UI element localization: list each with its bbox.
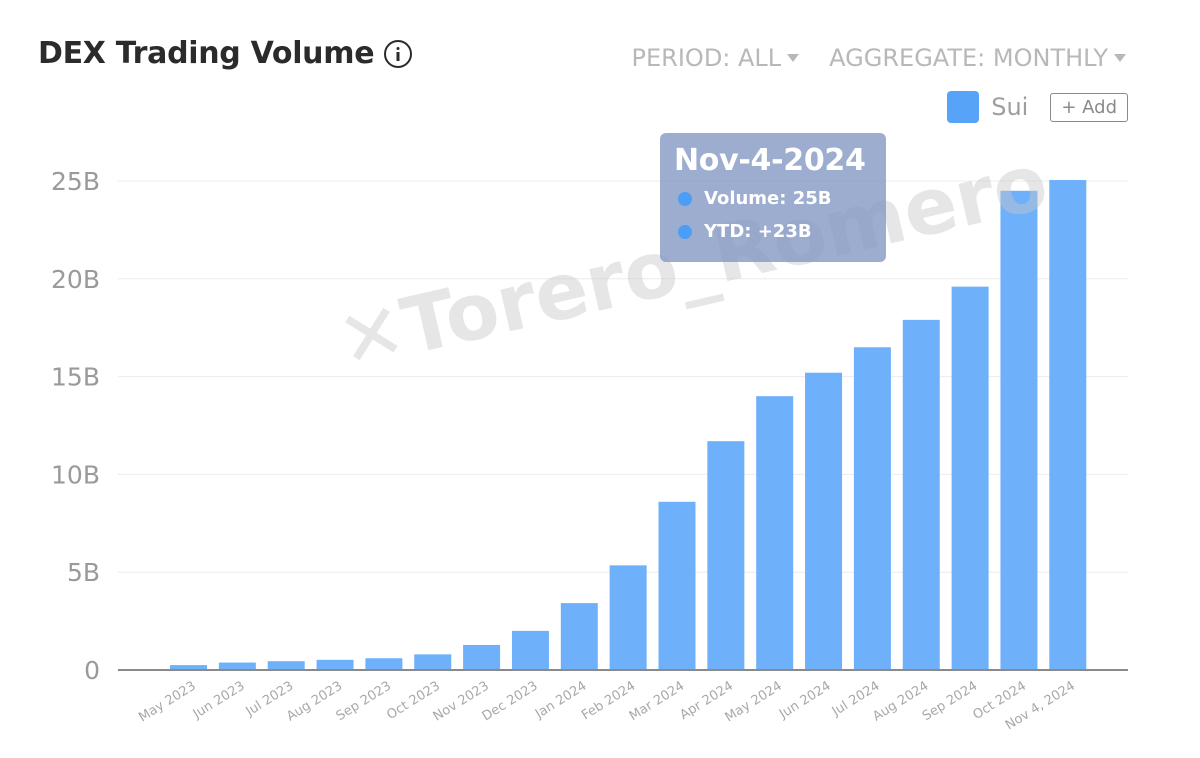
x-tick-label: Sep 2023 [334, 679, 394, 724]
y-tick-label: 25B [51, 167, 100, 196]
x-tick-label: Aug 2023 [284, 679, 345, 725]
x-tick-label: Aug 2024 [870, 679, 931, 725]
bar[interactable] [511, 630, 549, 670]
bar[interactable] [267, 661, 305, 670]
bar[interactable] [218, 662, 256, 670]
legend-swatch[interactable] [947, 91, 980, 123]
period-label: PERIOD: ALL [631, 44, 782, 72]
y-tick-label: 20B [51, 265, 100, 294]
x-tick-label: Jun 2023 [190, 679, 248, 723]
bar-series [170, 180, 1087, 670]
info-circle-icon[interactable] [384, 39, 413, 68]
tooltip-volume-row: Volume: 25B [674, 188, 872, 209]
x-tick-label: May 2023 [136, 679, 198, 726]
bar[interactable] [707, 441, 745, 670]
y-tick-label: 5B [67, 558, 100, 587]
bar[interactable] [1000, 190, 1038, 670]
bar[interactable] [560, 603, 598, 670]
y-tick-label: 15B [51, 363, 100, 392]
y-tick-label: 0 [84, 656, 100, 685]
tooltip-volume: Volume: 25B [704, 188, 832, 209]
bar[interactable] [853, 347, 891, 670]
tooltip-date: Nov-4-2024 [674, 143, 866, 178]
caret-down-icon [787, 54, 800, 62]
tooltip-dot-icon [678, 191, 692, 206]
x-tick-label: Dec 2023 [480, 679, 541, 725]
x-tick-label: Jun 2024 [776, 679, 834, 723]
bar[interactable] [902, 319, 940, 670]
bar[interactable] [365, 658, 403, 670]
chart-header: DEX Trading Volume [38, 36, 413, 71]
tooltip-ytd-row: YTD: +23B [674, 221, 872, 242]
chart-legend: Sui + Add [947, 91, 1128, 123]
caret-down-icon [1114, 54, 1126, 62]
chart-tooltip: Nov-4-2024 Volume: 25B YTD: +23B [660, 133, 886, 262]
x-tick-label: Sep 2024 [920, 679, 980, 724]
chart-title: DEX Trading Volume [38, 36, 375, 71]
period-dropdown[interactable]: PERIOD: ALL [632, 44, 800, 72]
x-tick-label: Mar 2024 [627, 679, 687, 724]
aggregate-label: AGGREGATE: MONTHLY [829, 44, 1108, 72]
bar[interactable] [951, 286, 989, 670]
add-series-button[interactable]: + Add [1050, 92, 1128, 122]
bar[interactable] [170, 665, 207, 670]
bar[interactable] [316, 659, 354, 670]
chart-controls: PERIOD: ALL AGGREGATE: MONTHLY [632, 44, 1126, 72]
bar[interactable] [1049, 180, 1087, 670]
bar[interactable] [414, 654, 452, 670]
bar[interactable] [463, 644, 501, 670]
tooltip-dot-icon [678, 224, 692, 239]
tooltip-ytd: YTD: +23B [704, 221, 812, 242]
y-axis-ticks: 0 5B 10B 15B 20B 25B [51, 167, 100, 685]
x-tick-label: Jan 2024 [532, 679, 589, 723]
aggregate-dropdown[interactable]: AGGREGATE: MONTHLY [829, 44, 1126, 72]
bar[interactable] [756, 396, 794, 670]
bar[interactable] [658, 501, 696, 670]
bar[interactable] [805, 372, 843, 670]
bar[interactable] [609, 565, 647, 670]
y-tick-label: 10B [51, 460, 100, 489]
legend-series-label[interactable]: Sui [991, 93, 1029, 121]
